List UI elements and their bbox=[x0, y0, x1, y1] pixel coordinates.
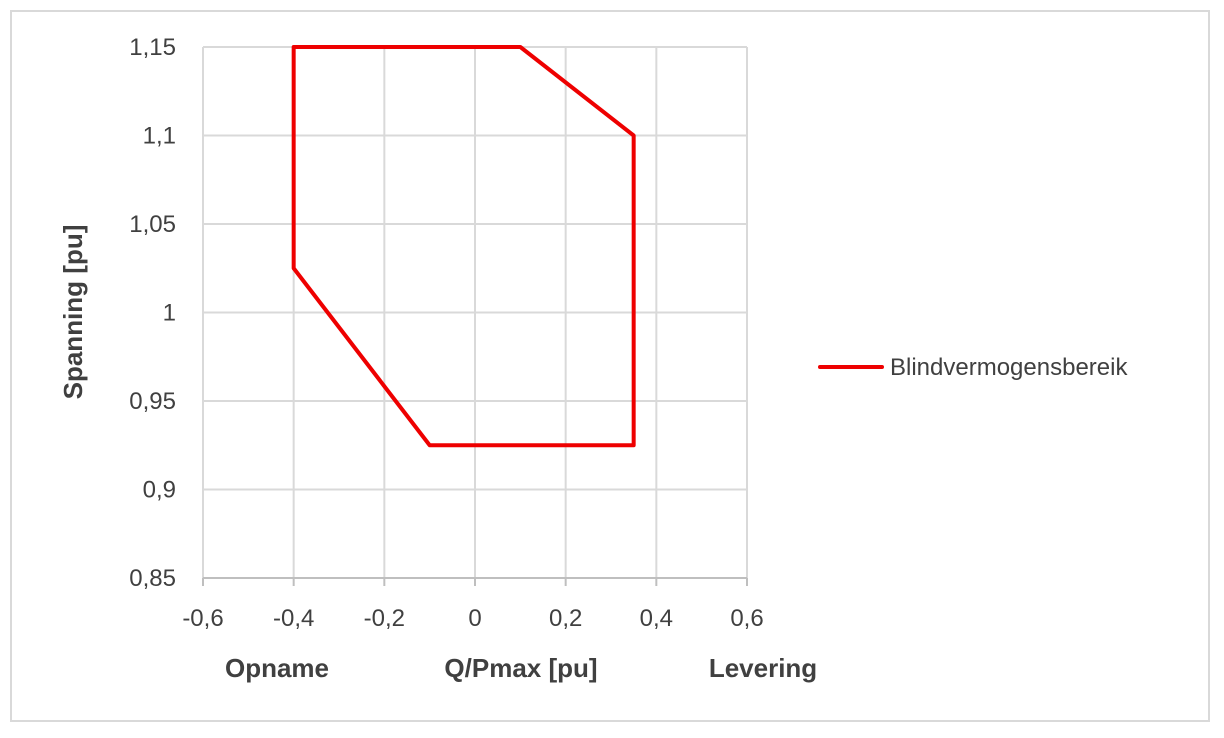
y-tick-label: 0,85 bbox=[129, 565, 176, 592]
legend-label: Blindvermogensbereik bbox=[890, 354, 1128, 381]
x-tick-label: -0,2 bbox=[364, 605, 405, 632]
x-tick-label: 0,2 bbox=[549, 605, 582, 632]
legend: Blindvermogensbereik bbox=[818, 354, 1128, 381]
series-line bbox=[291, 45, 636, 448]
y-axis-title: Spanning [pu] bbox=[58, 225, 88, 400]
x-axis-title: Q/Pmax [pu] bbox=[444, 653, 597, 683]
x-tick-label: -0,4 bbox=[273, 605, 314, 632]
y-tick-label: 1,05 bbox=[129, 211, 176, 238]
y-tick-label: 0,95 bbox=[129, 388, 176, 415]
y-tick-label: 0,9 bbox=[143, 477, 176, 504]
x-axis-label-left: Opname bbox=[225, 653, 329, 683]
x-tick-label: -0,6 bbox=[182, 605, 223, 632]
tick-labels: -0,6 -0,4 -0,2 0 0,2 0,4 0,6 0,85 0,9 0,95 1 1,05 1,… bbox=[129, 34, 763, 632]
x-tick-label: 0 bbox=[468, 605, 481, 632]
axes bbox=[202, 577, 748, 586]
x-tick-label: 0,4 bbox=[640, 605, 673, 632]
y-tick-label: 1,15 bbox=[129, 34, 176, 61]
grid bbox=[202, 46, 748, 579]
y-tick-label: 1,1 bbox=[143, 123, 176, 150]
x-tick-label: 0,6 bbox=[730, 605, 763, 632]
y-tick-label: 1 bbox=[163, 300, 176, 327]
x-axis-label-right: Levering bbox=[709, 653, 817, 683]
chart-frame bbox=[10, 10, 1210, 722]
plot-area bbox=[291, 45, 636, 448]
